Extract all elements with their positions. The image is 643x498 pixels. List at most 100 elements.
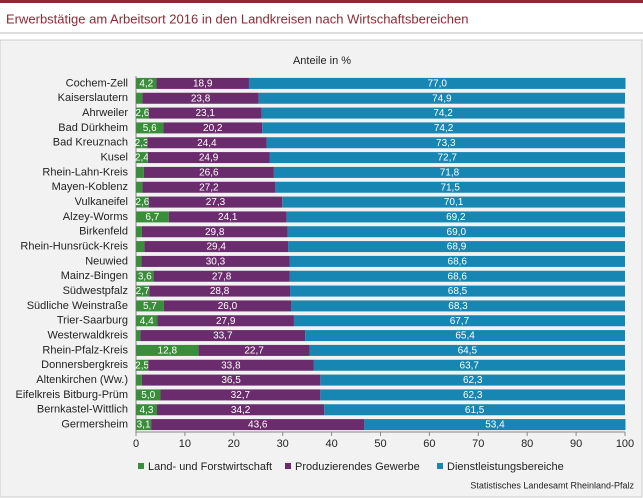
bar-segment [266,137,625,149]
bar-segment [136,107,149,119]
legend-label: Produzierendes Gewerbe [295,461,420,473]
bar-segment [136,211,169,223]
value-label: 74,9 [432,93,452,104]
value-label: 71,5 [440,182,460,193]
bar-segment [163,122,263,134]
bar-segment [160,389,321,401]
value-label: 28,8 [210,286,230,297]
bar-segment [140,330,306,342]
bar-segment [136,389,161,401]
bar-segment [142,92,259,104]
bar-segment [141,255,290,267]
y-tick-label: Rhein-Lahn-Kreis [42,166,128,178]
value-label: 68,6 [448,257,468,268]
bar-segment [136,344,199,356]
y-tick-label: Bad Kreuznach [53,137,128,149]
y-tick-label: Rhein-Pfalz-Kreis [42,344,128,356]
value-label: 65,4 [455,331,475,342]
bar-segment [282,196,625,208]
y-tick-label: Alzey-Worms [63,211,129,223]
subtitle: Anteile in % [293,55,351,67]
bar-segment [293,315,625,327]
bar-segment [143,166,274,178]
bar-segment [261,107,625,119]
y-tick-label: Vulkaneifel [75,196,128,208]
value-label: 4,3 [140,405,154,416]
y-tick-label: Donnersbergkreis [41,359,128,371]
bar-segment [136,122,164,134]
value-label: 2,3 [135,138,149,149]
bar-segment [141,226,288,238]
y-tick-label: Neuwied [85,255,128,267]
value-label: 27,2 [199,182,219,193]
value-label: 4,4 [140,316,154,327]
bar-segment [136,181,143,193]
value-label: 32,7 [231,390,251,401]
bar-segment [320,389,625,401]
value-label: 2,5 [135,360,149,371]
value-label: 3,1 [137,420,151,431]
legend-swatch [437,463,443,469]
value-label: 20,2 [203,123,223,134]
bar-segment [168,211,287,223]
value-label: 24,1 [218,212,238,223]
value-label: 23,1 [195,108,215,119]
value-label: 33,8 [221,360,241,371]
bar-segment [309,344,625,356]
value-label: 70,1 [444,197,464,208]
bar-segment [258,92,625,104]
value-label: 68,5 [448,286,468,297]
bar-segment [324,404,625,416]
bar-segment [305,330,625,342]
x-tick-label: 30 [277,438,289,450]
y-tick-label: Altenkirchen (Ww.) [36,374,128,386]
legend-swatch [138,463,144,469]
bar-segment [136,166,144,178]
value-label: 12,8 [158,346,178,357]
bar-segment [147,137,267,149]
bar-segment [248,77,626,89]
bar-segment [151,419,365,431]
value-label: 24,9 [199,153,219,164]
value-label: 63,7 [460,360,480,371]
value-label: 69,0 [447,227,467,238]
value-label: 53,4 [485,420,505,431]
top-rule [0,0,643,3]
bar-segment [364,419,626,431]
source: Statistisches Landesamt Rheinland-Pfalz [470,480,634,490]
x-tick-label: 90 [570,438,582,450]
value-label: 74,2 [433,108,453,119]
y-tick-label: Bernkastel-Wittlich [37,404,128,416]
value-label: 24,4 [197,138,217,149]
bar-segment [141,374,321,386]
bar-segment [320,374,625,386]
value-label: 68,9 [447,242,467,253]
y-tick-label: Mayen-Koblenz [52,181,128,193]
bar-segment [147,152,270,164]
value-label: 72,7 [438,153,458,164]
bar-segment [136,419,152,431]
value-label: 27,9 [216,316,236,327]
value-label: 2,6 [135,197,149,208]
x-tick-label: 70 [472,438,484,450]
bar-segment [136,404,158,416]
y-tick-label: Rhein-Hunsrück-Kreis [20,240,128,252]
value-label: 71,8 [440,168,460,179]
value-label: 5,0 [141,390,155,401]
bar-segment [136,374,142,386]
bar-segment [136,226,142,238]
bar-segment [262,122,625,134]
chart-title: Erwerbstätige am Arbeitsort 2016 in den … [6,11,468,26]
x-tick-label: 60 [423,438,435,450]
value-label: 69,2 [446,212,466,223]
x-tick-label: 50 [374,438,386,450]
value-label: 68,6 [448,271,468,282]
bar-segment [136,285,150,297]
value-label: 29,4 [206,242,226,253]
bar-segment [136,152,148,164]
legend-label: Land- und Forstwirtschaft [148,461,272,473]
y-tick-label: Südliche Weinstraße [27,300,128,312]
bar-segment [157,315,294,327]
value-label: 5,6 [143,123,157,134]
bar-segment [136,92,143,104]
